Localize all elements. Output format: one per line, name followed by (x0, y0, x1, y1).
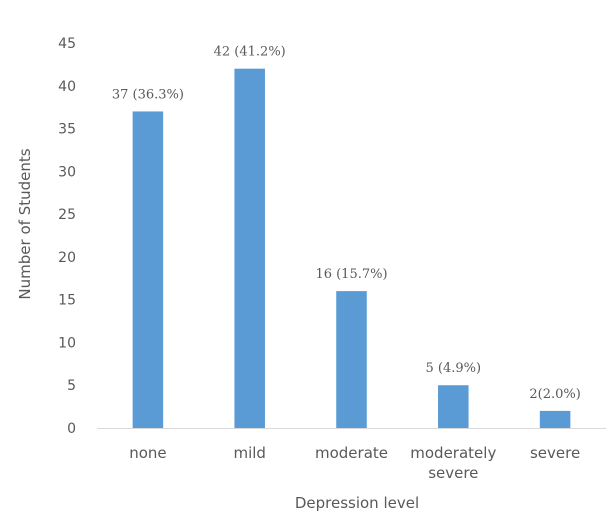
y-tick-label: 35 (58, 122, 76, 138)
x-tick-label: moderately (410, 444, 496, 462)
y-tick-label: 10 (58, 335, 76, 351)
x-axis-title: Depression level (295, 494, 419, 512)
data-labels: 37 (36.3%) 42 (41.2%) 16 (15.7%) 5 (4.9%) 2(… (112, 45, 581, 402)
x-tick-label: severe (428, 464, 478, 482)
y-tick-label: 0 (67, 421, 76, 437)
bar-series (132, 68, 571, 429)
y-tick-label: 25 (58, 207, 76, 223)
y-tick-label: 30 (58, 164, 76, 180)
y-tick-label: 45 (58, 36, 76, 52)
y-tick-label: 20 (58, 250, 76, 266)
bar (539, 410, 571, 428)
x-tick-label: none (129, 444, 166, 462)
data-label: 42 (41.2%) (214, 45, 286, 60)
x-axis-category-labels: none mild moderate moderately severe severe (129, 444, 580, 482)
data-label: 5 (4.9%) (426, 361, 482, 376)
bar (438, 385, 469, 428)
data-label: 16 (15.7%) (315, 267, 387, 282)
data-label: 37 (36.3%) (112, 87, 184, 102)
bar (132, 111, 164, 428)
x-tick-label: mild (233, 444, 265, 462)
y-tick-label: 5 (67, 378, 76, 394)
x-tick-label: severe (530, 444, 580, 462)
bar (234, 68, 265, 429)
y-axis-title: Number of Students (16, 148, 34, 299)
data-label: 2(2.0%) (529, 387, 580, 402)
bar (336, 291, 367, 428)
x-tick-label: moderate (315, 444, 388, 462)
y-tick-label: 15 (58, 293, 76, 309)
y-axis-ticks: 0 5 10 15 20 25 30 35 40 45 (58, 36, 76, 437)
y-tick-label: 40 (58, 79, 76, 95)
